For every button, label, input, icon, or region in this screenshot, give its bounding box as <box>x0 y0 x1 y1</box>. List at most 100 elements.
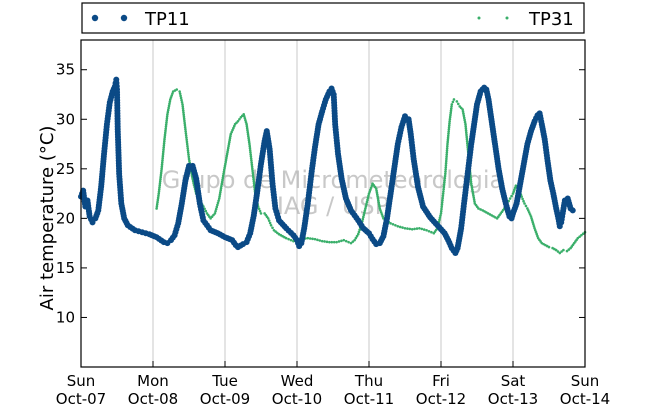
data-point <box>157 192 161 195</box>
data-point-interp <box>472 196 476 199</box>
data-point-interp <box>340 239 343 243</box>
data-point-interp <box>441 196 444 200</box>
data-point-interp <box>157 188 161 191</box>
data-point-interp <box>169 96 173 99</box>
data-point-interp <box>376 197 380 200</box>
data-point-interp <box>226 148 230 152</box>
data-point-interp <box>232 124 236 128</box>
data-point <box>353 238 356 242</box>
data-point-interp <box>185 140 189 144</box>
data-point-interp <box>252 177 255 181</box>
data-point-interp <box>230 130 233 134</box>
data-point-interp <box>247 138 251 142</box>
data-point <box>236 119 240 123</box>
data-point-interp <box>242 115 246 118</box>
data-point-interp <box>375 193 379 196</box>
data-point-interp <box>380 213 384 216</box>
data-point-interp <box>469 178 473 181</box>
data-point <box>245 122 248 126</box>
data-point <box>446 142 449 146</box>
data-point-interp <box>219 188 222 192</box>
data-point-interp <box>463 118 466 122</box>
data-point-interp <box>534 228 537 232</box>
data-point-interp <box>361 217 365 221</box>
data-point-interp <box>445 157 448 161</box>
data-point <box>269 224 273 227</box>
data-point-interp <box>161 159 164 162</box>
data-point-interp <box>408 227 412 231</box>
data-point-interp <box>375 191 379 194</box>
data-point <box>448 119 451 123</box>
data-point-interp <box>449 113 452 117</box>
data-point-interp <box>227 142 231 146</box>
legend-tp31-dot <box>505 16 509 20</box>
data-point-interp <box>257 207 261 211</box>
data-point-interp <box>443 179 446 182</box>
data-point-interp <box>268 221 272 225</box>
data-point-interp <box>362 215 365 219</box>
data-point-interp <box>367 194 370 198</box>
data-point-interp <box>535 232 539 236</box>
x-tick-label-day: Tue <box>211 372 238 390</box>
data-point-interp <box>376 195 379 198</box>
data-point-interp <box>249 155 253 158</box>
data-point-interp <box>186 144 189 148</box>
data-point-interp <box>156 196 160 200</box>
data-point <box>222 172 225 176</box>
data-point <box>547 245 551 249</box>
data-point-interp <box>161 154 165 158</box>
data-point-interp <box>439 214 442 217</box>
data-point-interp <box>443 181 446 184</box>
data-point-interp <box>443 176 447 180</box>
data-point-interp <box>214 207 218 211</box>
data-point <box>580 233 583 237</box>
data-point-interp <box>163 139 166 143</box>
data-point-interp <box>287 237 290 241</box>
data-point-interp <box>355 234 359 238</box>
data-point-interp <box>170 94 174 97</box>
data-point <box>569 207 576 214</box>
data-point-interp <box>441 198 444 202</box>
data-point-interp <box>512 190 516 193</box>
data-point-interp <box>377 203 381 206</box>
data-point-interp <box>225 154 229 158</box>
data-point-interp <box>246 132 250 136</box>
data-point-interp <box>472 194 475 197</box>
data-point <box>455 100 459 103</box>
data-point-interp <box>226 146 230 150</box>
data-point-interp <box>216 201 220 205</box>
data-point-interp <box>381 215 384 218</box>
data-point-interp <box>442 190 445 193</box>
legend-tp11-label: TP11 <box>144 9 190 30</box>
data-point-interp <box>250 163 254 166</box>
data-point-interp <box>445 146 449 150</box>
data-point-interp <box>444 166 448 169</box>
data-point-interp <box>330 240 334 244</box>
data-point-interp <box>252 179 256 183</box>
data-point-interp <box>161 156 164 160</box>
data-point-interp <box>363 209 367 212</box>
data-point <box>213 212 217 215</box>
data-point-interp <box>446 140 449 144</box>
data-point-interp <box>461 110 465 113</box>
data-point <box>328 240 331 244</box>
data-point-interp <box>214 209 217 213</box>
data-point-interp <box>220 180 224 184</box>
data-point-interp <box>183 119 186 123</box>
data-point <box>166 113 169 116</box>
data-point-interp <box>181 105 185 108</box>
data-point-interp <box>183 125 187 129</box>
data-point-interp <box>182 115 186 119</box>
data-point-interp <box>247 140 251 144</box>
data-point-interp <box>446 134 450 138</box>
data-point-interp <box>325 240 329 244</box>
data-point <box>461 108 464 111</box>
data-point-interp <box>466 142 469 145</box>
data-point-interp <box>444 170 447 173</box>
data-point-interp <box>162 144 166 147</box>
data-point-interp <box>165 117 169 120</box>
data-point-interp <box>186 151 190 154</box>
data-point-interp <box>162 142 166 145</box>
data-point-interp <box>250 161 253 164</box>
data-point-interp <box>447 130 450 133</box>
